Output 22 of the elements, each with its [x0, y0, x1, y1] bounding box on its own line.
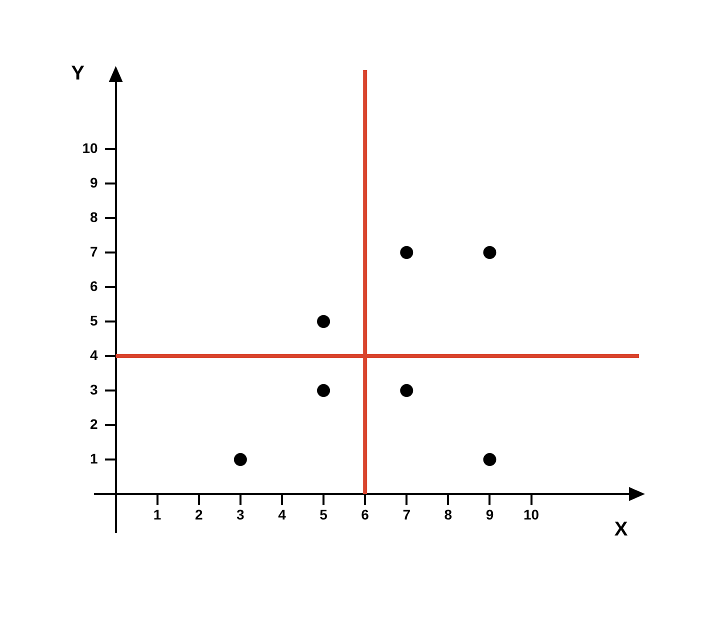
y-tick-label: 2 [90, 416, 98, 432]
y-tick-label: 5 [90, 312, 98, 328]
y-tick-label: 1 [90, 450, 98, 466]
y-tick-label: 7 [90, 243, 98, 260]
y-axis-title: Y [71, 62, 86, 85]
x-tick-label: 8 [444, 506, 452, 522]
x-tick-label: 5 [320, 506, 328, 522]
y-tick-label: 6 [90, 278, 98, 294]
y-tick-label: 3 [90, 381, 98, 398]
y-tick-label: 4 [90, 346, 98, 363]
x-tick-label: 4 [278, 506, 286, 522]
x-tick-label: 9 [486, 506, 494, 522]
x-tick-label: 7 [402, 506, 411, 522]
x-tick-label: 6 [361, 506, 370, 522]
x-tick-label: 10 [523, 506, 540, 522]
y-tick-label: 9 [90, 174, 98, 190]
x-tick-label: 1 [153, 506, 162, 522]
y-tick-label: 8 [90, 208, 98, 225]
y-tick-label: 10 [82, 140, 98, 156]
x-tick-label: 2 [194, 506, 203, 522]
x-tick-label: 3 [236, 506, 245, 522]
x-axis-title: X [614, 518, 628, 541]
